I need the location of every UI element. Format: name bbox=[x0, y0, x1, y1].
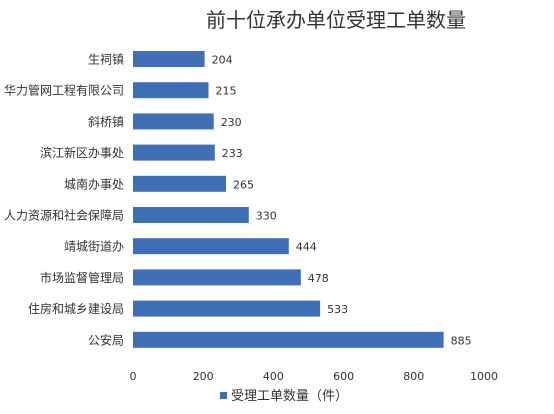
data-label: 215 bbox=[216, 85, 237, 98]
category-labels: 生祠镇华力管网工程有限公司斜桥镇滨江新区办事处城南办事处人力资源和社会保障局靖城… bbox=[4, 53, 124, 348]
data-label: 204 bbox=[212, 54, 233, 67]
category-label: 生祠镇 bbox=[88, 53, 124, 67]
x-axis-ticks: 0 200 400 600 800 1000 bbox=[130, 370, 499, 383]
category-label: 华力管网工程有限公司 bbox=[4, 83, 124, 98]
category-label: 公安局 bbox=[88, 332, 124, 347]
legend-label: 受理工单数量（件） bbox=[231, 389, 348, 404]
category-label: 靖城街道办 bbox=[64, 239, 124, 254]
x-tick-label: 1000 bbox=[470, 370, 498, 383]
value-labels: 204 215 230 233 265 330 444 478 533 885 bbox=[212, 54, 472, 348]
data-label: 885 bbox=[451, 334, 472, 347]
category-label: 人力资源和社会保障局 bbox=[4, 208, 124, 223]
bar bbox=[133, 269, 301, 286]
legend-swatch bbox=[220, 392, 227, 399]
data-label: 230 bbox=[221, 116, 242, 129]
data-label: 233 bbox=[222, 147, 243, 160]
bar bbox=[133, 51, 205, 67]
data-label: 330 bbox=[256, 210, 277, 223]
bar bbox=[133, 82, 209, 99]
chart-title: 前十位承办单位受理工单数量 bbox=[206, 8, 466, 32]
bar bbox=[133, 331, 444, 348]
category-label: 城南办事处 bbox=[64, 176, 124, 191]
legend: 受理工单数量（件） bbox=[220, 389, 348, 404]
bar bbox=[133, 238, 289, 255]
x-tick-label: 600 bbox=[333, 370, 354, 383]
bars-layer bbox=[133, 51, 444, 348]
category-label: 斜桥镇 bbox=[88, 115, 124, 129]
bar bbox=[133, 207, 249, 223]
category-label: 市场监督管理局 bbox=[40, 270, 124, 285]
category-label: 住房和城乡建设局 bbox=[28, 301, 124, 316]
category-label: 滨江新区办事处 bbox=[40, 145, 124, 160]
data-label: 265 bbox=[233, 178, 254, 191]
data-label: 533 bbox=[327, 303, 348, 316]
x-tick-label: 800 bbox=[403, 370, 424, 383]
bar bbox=[133, 300, 321, 317]
x-tick-label: 200 bbox=[193, 370, 214, 383]
x-tick-label: 400 bbox=[263, 370, 284, 383]
data-label: 444 bbox=[296, 241, 317, 254]
x-tick-label: 0 bbox=[130, 370, 137, 383]
bar bbox=[133, 113, 214, 130]
bar bbox=[133, 144, 215, 161]
data-label: 478 bbox=[308, 272, 329, 285]
bar bbox=[133, 175, 226, 192]
